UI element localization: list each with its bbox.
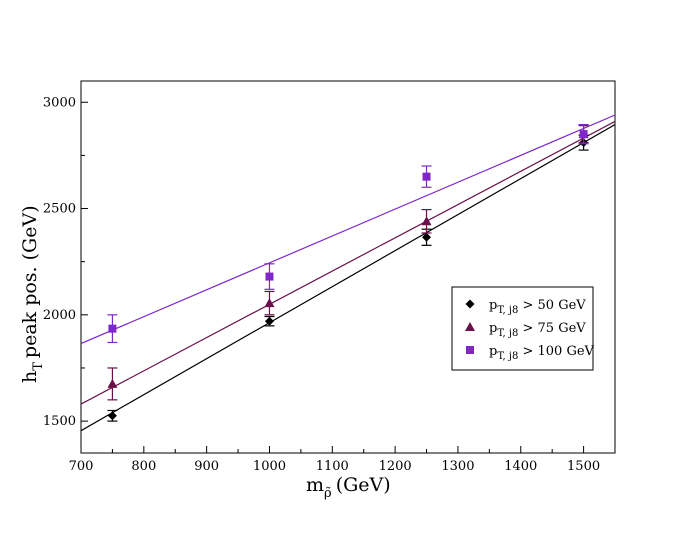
- data-point-series-3: [579, 130, 588, 139]
- y-tick-label: 3000: [43, 95, 76, 110]
- fit-line-2: [81, 120, 615, 405]
- legend-label-rest: > 75 GeV: [518, 321, 586, 336]
- y-axis-title-rest: peak pos. (GeV): [19, 205, 41, 358]
- data-point-series-3: [108, 324, 117, 333]
- legend-label-2: pT, j8 > 75 GeV: [489, 321, 586, 339]
- data-point-series-3: [265, 272, 274, 281]
- legend-label-sub: T, j8: [497, 351, 518, 362]
- legend-label-sub: T, j8: [497, 328, 518, 339]
- x-axis-title-sub: ρ̃: [324, 486, 332, 501]
- y-axis-title: hTpeak pos. (GeV): [19, 205, 46, 383]
- y-tick-label: 2000: [43, 308, 76, 323]
- x-tick-label: 1000: [253, 459, 286, 474]
- legend-label-rest: > 100 GeV: [518, 344, 594, 359]
- y-tick-label: 2500: [43, 202, 76, 217]
- data-point-series-3: [422, 172, 431, 181]
- legend-label-rest: > 50 GeV: [518, 298, 586, 313]
- data-point-series-1: [422, 232, 432, 242]
- y-axis-title-main: h: [19, 371, 41, 383]
- x-tick-label: 800: [131, 459, 156, 474]
- legend-marker-2: [465, 322, 475, 331]
- data-point-series-2: [107, 378, 118, 388]
- data-point-series-2: [421, 216, 432, 226]
- data-point-series-2: [264, 298, 275, 308]
- x-axis-title: mρ̃ (GeV): [306, 474, 391, 501]
- fit-lines: [81, 114, 615, 432]
- y-tick-label: 1500: [43, 414, 76, 429]
- legend-box: [451, 286, 594, 371]
- ticks-layer: 700 800 900 1000 1100 1200 1300 1400 1500 1500 200…: [43, 95, 600, 474]
- legend-label-sub: T, j8: [497, 305, 518, 316]
- legend-marker-3: [466, 346, 474, 354]
- legend-marker-1: [465, 299, 475, 309]
- y-axis-title-sub: T: [31, 362, 46, 371]
- fit-line-1: [81, 124, 615, 432]
- x-tick-label: 1100: [316, 459, 349, 474]
- fit-line-3: [81, 114, 615, 345]
- x-tick-label: 1200: [379, 459, 412, 474]
- legend-label-1: pT, j8 > 50 GeV: [489, 298, 586, 316]
- legend-label-main: p: [489, 344, 497, 359]
- legend-label-main: p: [489, 321, 497, 336]
- data-point-series-1: [107, 411, 117, 421]
- plot-frame: [80, 80, 616, 454]
- legend-label-main: p: [489, 298, 497, 313]
- x-axis-title-unit: (GeV): [336, 474, 391, 496]
- x-tick-label: 1500: [567, 459, 600, 474]
- x-tick-label: 1400: [504, 459, 537, 474]
- data-point-series-1: [264, 316, 274, 326]
- x-tick-label: 1300: [441, 459, 474, 474]
- x-tick-label: 700: [69, 459, 94, 474]
- x-tick-label: 900: [194, 459, 219, 474]
- data-points: [107, 123, 589, 422]
- x-axis-title-main: m: [306, 474, 324, 496]
- legend-label-3: pT, j8 > 100 GeV: [489, 344, 595, 362]
